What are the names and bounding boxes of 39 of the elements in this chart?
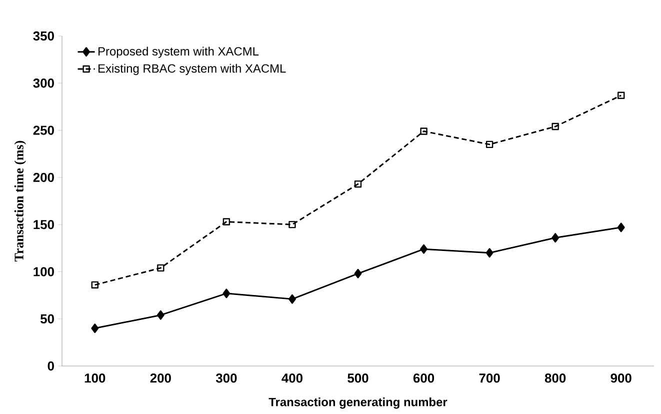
y-tick-label: 200 [33, 172, 54, 182]
point [617, 222, 625, 232]
point [157, 264, 164, 272]
y-tick-label: 50 [40, 314, 54, 324]
x-tick-label: 600 [413, 374, 434, 383]
point [486, 140, 494, 148]
y-tick-label: 250 [33, 126, 54, 135]
x-axis-title: Transaction generating number [268, 398, 448, 409]
y-tick-label: 350 [33, 31, 54, 41]
x-tick-label: 800 [544, 374, 566, 383]
legend-label: Proposed system with XACML [98, 46, 259, 58]
x-tick-label: 200 [150, 374, 171, 383]
point [222, 288, 230, 298]
point [354, 268, 362, 278]
point [618, 92, 625, 99]
y-tick-label: 300 [33, 78, 54, 88]
point [288, 220, 296, 228]
point [288, 294, 296, 304]
point [156, 310, 164, 320]
point [91, 324, 99, 334]
y-tick-label: 150 [34, 220, 54, 230]
y-tick-label: 0 [48, 361, 54, 371]
x-tick-label: 100 [84, 374, 106, 383]
x-tick-label: 500 [348, 374, 368, 383]
point [354, 180, 362, 188]
point [486, 248, 494, 258]
point [420, 244, 428, 254]
y-tick-label: 100 [34, 267, 54, 276]
x-tick-label: 400 [282, 374, 302, 383]
x-tick-label: 900 [610, 374, 632, 383]
point [552, 233, 560, 243]
legend-label: Existing RBAC system with XACML [98, 64, 286, 76]
point [552, 122, 559, 130]
x-tick-label: 300 [216, 374, 237, 383]
x-tick-label: 700 [479, 374, 500, 383]
point [420, 128, 428, 135]
point [222, 218, 230, 226]
y-axis-title: Transaction time (ms) [14, 140, 26, 262]
point [91, 281, 98, 288]
